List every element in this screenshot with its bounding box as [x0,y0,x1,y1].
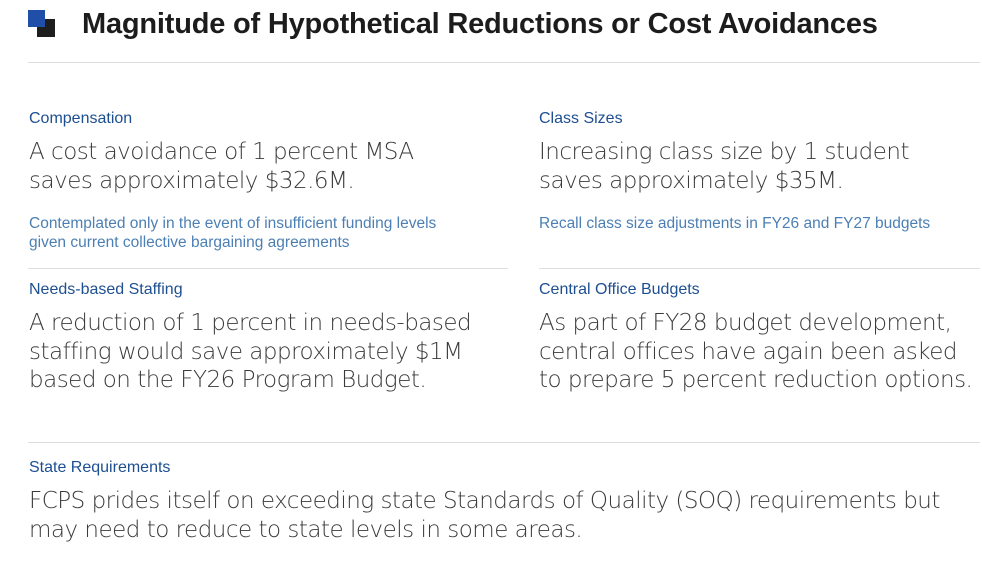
class-sizes-text: Increasing class size by 1 student saves… [539,139,909,194]
page-title: Magnitude of Hypothetical Reductions or … [82,8,878,40]
compensation-text: A cost avoidance of 1 percent MSA saves … [29,139,414,194]
needs-based-text: A reduction of 1 percent in needs-based … [29,310,472,393]
needs-based-label: Needs-based Staffing [29,281,183,298]
title-squares-icon [28,10,58,40]
title-divider [28,62,980,63]
state-requirements-text: FCPS prides itself on exceeding state St… [29,488,940,543]
row-divider-right [539,268,980,269]
state-divider [28,442,980,443]
blue-square-icon [28,10,45,27]
class-sizes-label: Class Sizes [539,110,623,127]
row-divider-left [28,268,508,269]
central-office-text: As part of FY28 budget development, cent… [539,310,973,393]
central-office-label: Central Office Budgets [539,281,700,298]
state-requirements-label: State Requirements [29,459,171,476]
compensation-label: Compensation [29,110,133,127]
class-sizes-note: Recall class size adjustments in FY26 an… [539,215,931,232]
compensation-note: Contemplated only in the event of insuff… [29,215,437,251]
